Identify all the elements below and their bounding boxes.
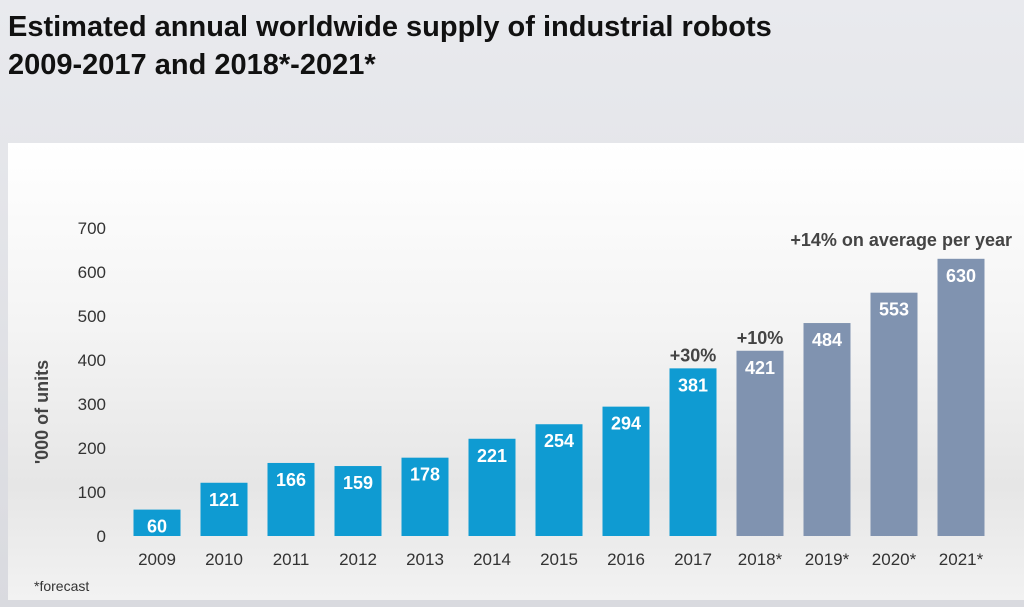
bar [401,457,449,536]
bar [803,323,851,536]
y-tick-label: 0 [97,527,106,546]
footnote: *forecast [34,578,90,594]
bar [133,509,181,536]
y-tick-label: 500 [78,307,106,326]
title-line-1: Estimated annual worldwide supply of ind… [8,11,772,43]
annotation: +30% [670,345,717,365]
bar [937,258,985,536]
data-label: 121 [209,490,239,510]
bar [535,424,583,536]
y-tick-label: 300 [78,395,106,414]
y-tick-label: 400 [78,351,106,370]
bar [669,368,717,536]
x-tick-label: 2015 [540,550,578,569]
x-tick-label: 2020* [872,550,917,569]
data-label: 60 [147,517,167,537]
data-label: 254 [544,431,574,451]
x-tick-label: 2016 [607,550,645,569]
y-tick-label: 200 [78,439,106,458]
bar [200,482,248,536]
x-tick-label: 2010 [205,550,243,569]
x-tick-label: 2014 [473,550,511,569]
bar [468,438,516,536]
data-label: 166 [276,470,306,490]
x-tick-label: 2011 [273,550,310,569]
annotation: +14% on average per year [790,230,1012,250]
y-tick-label: 700 [78,219,106,238]
x-tick-label: 2009 [138,550,176,569]
x-tick-label: 2018* [738,550,783,569]
data-label: 221 [477,446,507,466]
chart-title: Estimated annual worldwide supply of ind… [8,8,772,84]
data-label: 630 [946,266,976,286]
bar [602,406,650,536]
x-tick-label: 2012 [339,550,377,569]
data-label: 381 [678,375,708,395]
x-tick-label: 2017 [674,550,712,569]
annotation: +10% [737,328,784,348]
bar [267,462,315,536]
data-label: 553 [879,300,909,320]
title-line-2: 2009-2017 and 2018*-2021* [8,49,376,81]
data-label: 178 [410,465,440,485]
y-axis-label: '000 of units [32,360,52,464]
data-label: 159 [343,473,373,493]
bar [870,292,918,536]
data-label: 484 [812,330,842,350]
x-tick-label: 2021* [939,550,984,569]
x-tick-label: 2019* [805,550,850,569]
x-tick-label: 2013 [406,550,444,569]
bar [334,466,382,536]
y-tick-label: 600 [78,263,106,282]
data-label: 294 [611,414,641,434]
data-label: 421 [745,358,775,378]
bar [736,350,784,536]
y-tick-label: 100 [78,483,106,502]
